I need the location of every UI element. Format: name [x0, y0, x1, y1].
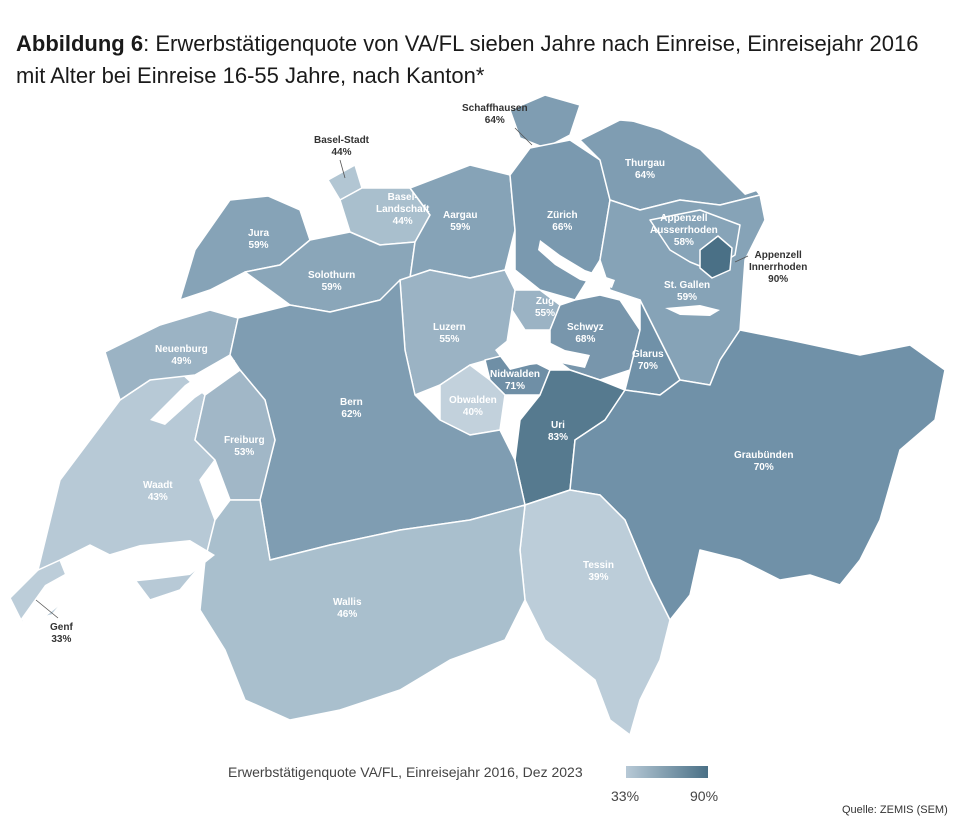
label-glarus: Glarus 70% — [632, 349, 664, 372]
lake-geneva — [20, 540, 215, 625]
label-schwyz: Schwyz 68% — [567, 322, 604, 345]
label-appenzell-ausserrhoden: Appenzell Ausserrhoden 58% — [650, 213, 718, 248]
canton-graubuenden — [569, 329, 946, 621]
label-obwalden: Obwalden 40% — [449, 395, 497, 418]
label-neuenburg: Neuenburg 49% — [155, 344, 208, 367]
leader-line-basel-stadt — [339, 159, 346, 179]
label-wallis: Wallis 46% — [333, 597, 362, 620]
label-basel-stadt: Basel-Stadt 44% — [314, 135, 370, 158]
label-uri: Uri 83% — [548, 420, 569, 443]
leader-line-genf — [35, 599, 59, 619]
label-thurgau: Thurgau 64% — [625, 158, 665, 181]
leader-line-schaffhausen — [514, 127, 533, 146]
canton-appenzell-innerrhoden — [699, 235, 733, 279]
label-appenzell-innerrhoden: Appenzell Innerrhoden 90% — [749, 250, 808, 285]
label-luzern: Luzern 55% — [433, 322, 466, 345]
label-zuerich: Zürich 66% — [547, 210, 578, 233]
label-tessin: Tessin 39% — [583, 560, 614, 583]
canton-schaffhausen — [509, 94, 581, 149]
figure-title-text: : Erwerbstätigenquote von VA/FL sieben J… — [143, 31, 919, 56]
label-bern: Bern 62% — [340, 397, 363, 420]
label-waadt: Waadt 43% — [143, 480, 173, 503]
lake-neuchatel — [150, 360, 235, 425]
canton-tessin — [519, 489, 671, 736]
source-note: Quelle: ZEMIS (SEM) — [842, 804, 948, 816]
label-nidwalden: Nidwalden 71% — [490, 369, 541, 392]
legend-color-scale — [626, 766, 708, 778]
label-jura: Jura 59% — [248, 228, 270, 251]
label-solothurn: Solothurn 59% — [308, 270, 356, 293]
legend-min-label: 33% — [611, 788, 640, 804]
label-zug: Zug 55% — [535, 296, 556, 319]
legend-title: Erwerbstätigenquote VA/FL, Einreisejahr … — [228, 764, 583, 780]
lake-constance — [620, 115, 760, 195]
label-aargau: Aargau 59% — [443, 210, 478, 233]
label-schaffhausen: Schaffhausen 64% — [462, 103, 528, 126]
figure-title: Abbildung 6: Erwerbstätigenquote von VA/… — [16, 28, 956, 92]
lake-zurich — [538, 240, 615, 288]
lake-lucerne — [495, 330, 590, 370]
label-basel-landschaft: Basel- Landschaft 44% — [376, 192, 430, 227]
label-freiburg: Freiburg 53% — [224, 435, 265, 458]
label-graubuenden: Graubünden 70% — [734, 450, 794, 473]
leader-line-appenzell-ir — [734, 255, 749, 263]
figure-title-line2: mit Alter bei Einreise 16-55 Jahre, nach… — [16, 63, 485, 88]
canton-wallis — [199, 499, 526, 721]
figure-title-bold: Abbildung 6 — [16, 31, 144, 56]
lake-walensee — [665, 305, 720, 316]
label-st-gallen: St. Gallen 59% — [664, 280, 711, 303]
legend-max-label: 90% — [690, 788, 719, 804]
label-genf: Genf 33% — [50, 622, 73, 645]
